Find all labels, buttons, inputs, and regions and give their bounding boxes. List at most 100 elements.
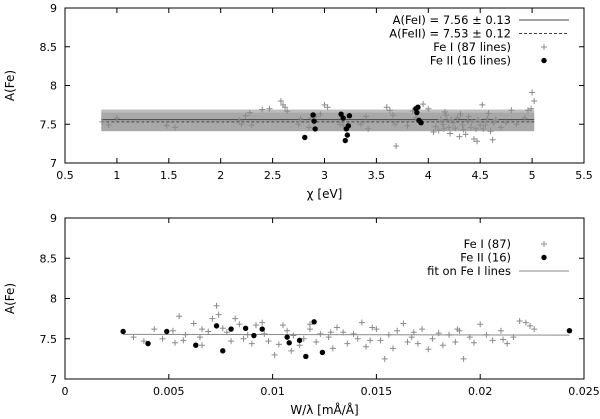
fit-line bbox=[123, 333, 570, 336]
data-point-plus bbox=[266, 105, 273, 112]
data-point-circle bbox=[345, 123, 352, 129]
panel-bottom: 0 0.005 0.01 0.015 0.02 0.025 7 7.5 8 8.5 9 W/λ [mÅ… bbox=[3, 212, 600, 417]
data-point-plus bbox=[393, 142, 400, 149]
data-point-plus bbox=[529, 89, 536, 96]
data-point-plus bbox=[130, 334, 137, 341]
data-point-circle bbox=[284, 334, 290, 340]
data-point-plus bbox=[404, 338, 411, 345]
data-point-plus bbox=[528, 105, 535, 112]
data-point-plus bbox=[246, 109, 253, 116]
x-tick-label: 0.015 bbox=[361, 385, 393, 398]
x-tick-label: 3 bbox=[321, 169, 328, 182]
data-point-plus bbox=[459, 122, 466, 129]
data-point-plus bbox=[242, 112, 249, 119]
data-point-plus bbox=[385, 331, 392, 338]
data-point-plus bbox=[306, 321, 313, 328]
data-point-plus bbox=[400, 320, 407, 327]
panel-top: 0.5 1 1.5 2 2.5 3 3.5 4 4.5 5 5.5 7 7.5 8 8.5 9 χ [eV] A(… bbox=[3, 2, 593, 201]
data-point-circle bbox=[302, 134, 308, 141]
data-point-plus bbox=[228, 338, 235, 345]
data-point-plus bbox=[390, 345, 397, 352]
y-axis-label: A(Fe) bbox=[3, 70, 17, 101]
data-point-plus bbox=[199, 342, 206, 349]
data-point-circle bbox=[342, 137, 348, 144]
legend-label: Fe I (87) bbox=[464, 237, 511, 251]
legend-label: Fe II (16 lines) bbox=[430, 54, 511, 68]
y-tick-label: 7.5 bbox=[40, 333, 58, 346]
x-tick-label: 5 bbox=[529, 169, 536, 182]
data-point-plus bbox=[236, 321, 243, 328]
data-point-plus bbox=[480, 125, 487, 132]
data-point-plus bbox=[527, 322, 534, 329]
data-point-circle bbox=[120, 328, 126, 335]
data-point-plus bbox=[410, 329, 417, 336]
data-point-plus bbox=[483, 331, 490, 338]
legend-label: A(FeII) = 7.53 ± 0.12 bbox=[389, 27, 511, 41]
data-point-plus bbox=[327, 329, 334, 336]
data-point-plus bbox=[541, 44, 547, 50]
data-point-plus bbox=[425, 346, 432, 353]
data-point-plus bbox=[340, 122, 347, 129]
data-point-plus bbox=[297, 115, 304, 122]
data-point-plus bbox=[113, 115, 120, 122]
data-point-circle bbox=[251, 332, 257, 339]
data-point-plus bbox=[99, 118, 106, 125]
data-point-plus bbox=[317, 330, 324, 337]
x-axis-label: W/λ [mÅ/Å] bbox=[290, 402, 358, 417]
data-point-plus bbox=[390, 111, 397, 118]
data-point-circle bbox=[296, 337, 303, 344]
data-point-plus bbox=[377, 337, 384, 344]
data-point-plus bbox=[169, 327, 176, 334]
data-point-plus bbox=[340, 329, 347, 336]
data-point-plus bbox=[414, 340, 421, 347]
data-point-plus bbox=[440, 125, 447, 132]
data-point-plus bbox=[219, 325, 226, 332]
data-point-plus bbox=[313, 338, 320, 345]
data-point-circle bbox=[418, 120, 424, 126]
data-point-plus bbox=[450, 119, 457, 126]
data-point-plus bbox=[531, 98, 538, 104]
data-point-plus bbox=[460, 126, 467, 133]
x-tick-label: 3.5 bbox=[368, 169, 386, 182]
data-point-plus bbox=[485, 110, 492, 117]
data-point-plus bbox=[317, 111, 324, 118]
data-point-circle bbox=[220, 348, 226, 354]
data-point-plus bbox=[176, 313, 183, 320]
x-tick-label: 0 bbox=[62, 385, 69, 398]
data-point-plus bbox=[381, 355, 388, 362]
data-point-plus bbox=[244, 331, 251, 338]
data-point-plus bbox=[446, 331, 453, 338]
data-point-plus bbox=[248, 340, 255, 347]
data-point-plus bbox=[430, 129, 437, 135]
legend-label: fit on Fe I lines bbox=[427, 264, 511, 278]
data-point-plus bbox=[404, 122, 411, 129]
data-point-plus bbox=[477, 122, 484, 129]
data-point-plus bbox=[333, 324, 340, 331]
data-point-plus bbox=[140, 338, 147, 345]
data-point-plus bbox=[448, 116, 455, 123]
data-point-circle bbox=[303, 353, 309, 360]
data-point-circle bbox=[242, 325, 249, 331]
data-point-plus bbox=[277, 98, 284, 104]
data-point-plus bbox=[365, 125, 372, 132]
data-point-plus bbox=[182, 331, 189, 338]
data-point-plus bbox=[392, 121, 399, 128]
x-tick-label: 0.5 bbox=[56, 169, 74, 182]
x-tick-label: 2 bbox=[217, 169, 224, 182]
data-point-plus bbox=[271, 351, 278, 358]
data-point-plus bbox=[354, 335, 361, 342]
data-point-circle bbox=[145, 340, 151, 347]
data-point-plus bbox=[337, 121, 344, 128]
x-tick-label: 2.5 bbox=[264, 169, 282, 182]
data-point-plus bbox=[180, 337, 187, 344]
data-point-circle bbox=[414, 109, 420, 116]
data-point-plus bbox=[215, 311, 222, 318]
data-point-plus bbox=[261, 330, 268, 337]
data-point-plus bbox=[435, 127, 442, 134]
data-point-plus bbox=[470, 339, 477, 346]
data-point-plus bbox=[288, 347, 295, 354]
legend-label: A(FeI) = 7.56 ± 0.13 bbox=[393, 13, 511, 27]
data-point-plus bbox=[435, 330, 442, 337]
data-point-circle bbox=[286, 340, 292, 346]
